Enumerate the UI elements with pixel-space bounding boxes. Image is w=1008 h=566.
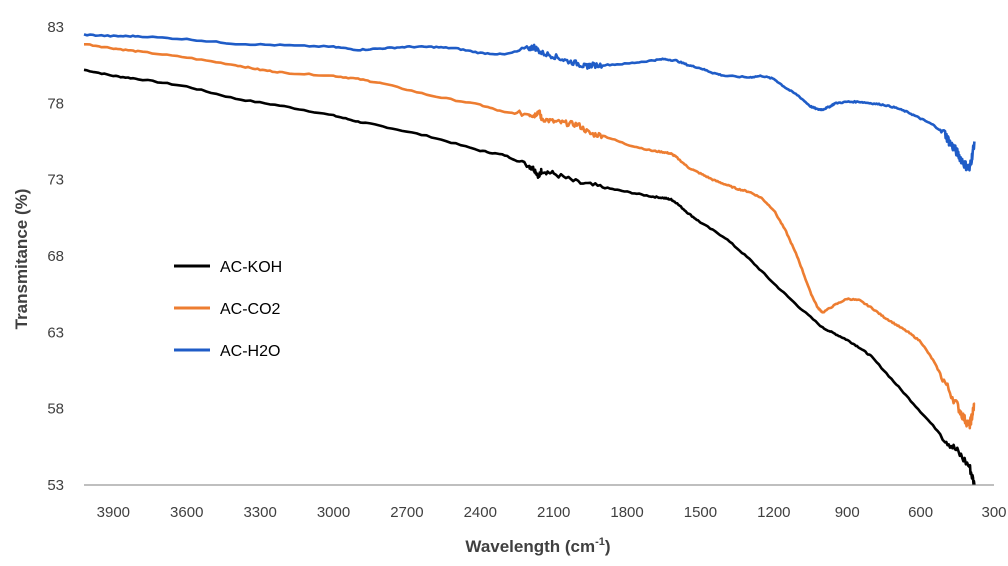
x-tick-label: 2700 — [390, 504, 423, 521]
x-tick-label: 3600 — [170, 504, 203, 521]
x-tick-label: 900 — [835, 504, 860, 521]
y-tick-label: 63 — [47, 324, 64, 341]
x-tick-label: 2100 — [537, 504, 570, 521]
legend: AC-KOH AC-CO2 AC-H2O — [174, 259, 282, 360]
y-tick-label: 68 — [47, 248, 64, 265]
x-tick-label: 300 — [981, 504, 1006, 521]
x-axis-ticks: 3900 3600 3300 3000 2700 2400 2100 1800 1500 1200… — [97, 504, 1007, 521]
series-line-ac-h2o — [83, 33, 976, 172]
legend-label-ac-koh: AC-KOH — [220, 259, 282, 276]
y-axis-title: Transmitance (%) — [12, 189, 31, 330]
x-axis-title-superscript: -1 — [595, 536, 605, 548]
plot-series — [83, 33, 976, 486]
x-axis-title-close: ) — [605, 537, 611, 556]
series-line-ac-co2 — [84, 42, 976, 430]
y-tick-label: 73 — [47, 172, 64, 189]
legend-label-ac-co2: AC-CO2 — [220, 301, 281, 318]
x-tick-label: 600 — [908, 504, 933, 521]
x-axis-title: Wavelength (cm-1) — [465, 536, 610, 556]
legend-label-ac-h2o: AC-H2O — [220, 343, 280, 360]
x-tick-label: 2400 — [464, 504, 497, 521]
x-tick-label: 3900 — [97, 504, 130, 521]
y-tick-label: 78 — [47, 95, 64, 112]
x-tick-label: 3000 — [317, 504, 350, 521]
y-tick-label: 83 — [47, 19, 64, 36]
x-tick-label: 1500 — [684, 504, 717, 521]
y-tick-label: 53 — [47, 477, 64, 494]
y-axis-ticks: 53 58 63 68 73 78 83 — [47, 19, 64, 494]
x-axis-title-main: Wavelength (cm — [465, 537, 595, 556]
series-line-ac-koh — [83, 68, 976, 486]
x-tick-label: 3300 — [243, 504, 276, 521]
y-tick-label: 58 — [47, 401, 64, 418]
x-tick-label: 1200 — [757, 504, 790, 521]
x-tick-label: 1800 — [610, 504, 643, 521]
